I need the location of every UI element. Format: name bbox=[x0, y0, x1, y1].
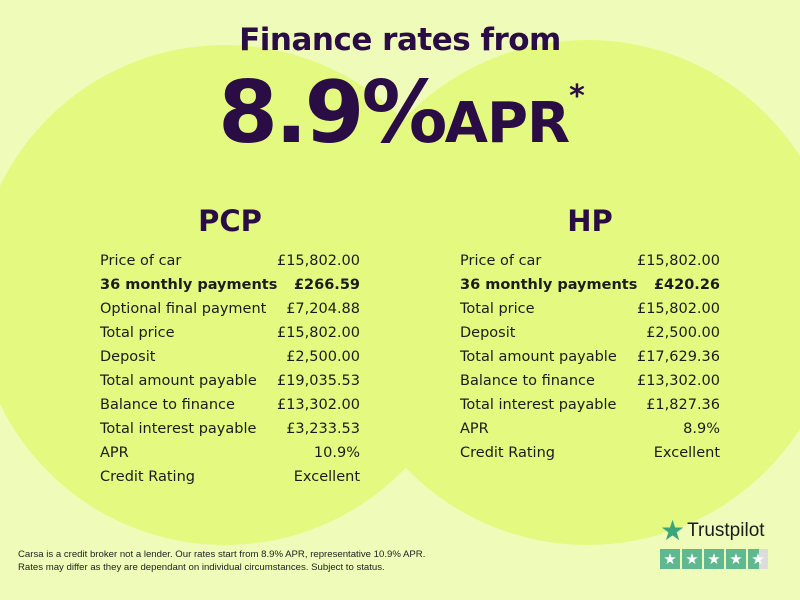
rating-star-icon: ★ bbox=[660, 549, 680, 569]
row-label: Optional final payment bbox=[100, 301, 267, 317]
rating-star-icon: ★ bbox=[682, 549, 702, 569]
rating-star-icon: ★ bbox=[748, 549, 768, 569]
row-value: £15,802.00 bbox=[276, 325, 360, 341]
row-value: £3,233.53 bbox=[286, 421, 360, 437]
hp-row: 36 monthly payments £420.26 bbox=[460, 273, 720, 297]
row-value: £2,500.00 bbox=[286, 349, 360, 365]
row-label: Price of car bbox=[460, 253, 542, 269]
hp-row: Total price £15,802.00 bbox=[460, 297, 720, 321]
hp-title: HP bbox=[567, 204, 613, 238]
hp-row: Price of car £15,802.00 bbox=[460, 249, 720, 273]
row-value: £266.59 bbox=[293, 277, 360, 293]
row-label: Total price bbox=[100, 325, 175, 341]
row-label: 36 monthly payments bbox=[100, 277, 278, 293]
pcp-row: Optional final payment £7,204.88 bbox=[100, 297, 360, 321]
pcp-row: Total price £15,802.00 bbox=[100, 321, 360, 345]
row-value: 10.9% bbox=[313, 445, 360, 461]
trustpilot-name: Trustpilot bbox=[687, 520, 765, 541]
pcp-row: Deposit £2,500.00 bbox=[100, 345, 360, 369]
rating-star-icon: ★ bbox=[726, 549, 746, 569]
row-label: Price of car bbox=[100, 253, 182, 269]
row-label: Balance to finance bbox=[460, 373, 595, 389]
row-value: Excellent bbox=[653, 445, 720, 461]
row-label: Total interest payable bbox=[460, 397, 617, 413]
row-label: Total amount payable bbox=[100, 373, 257, 389]
row-value: 8.9% bbox=[683, 421, 720, 437]
rating-star-icon: ★ bbox=[704, 549, 724, 569]
hp-table: HP Price of car £15,802.00 36 monthly paym… bbox=[460, 204, 720, 465]
hp-row: Balance to finance £13,302.00 bbox=[460, 369, 720, 393]
row-value: £2,500.00 bbox=[646, 325, 720, 341]
apr-label: APR bbox=[444, 91, 571, 156]
row-value: £7,204.88 bbox=[286, 301, 360, 317]
row-value: £17,629.36 bbox=[636, 349, 720, 365]
trustpilot-rating-stars: ★ ★ ★ ★ ★ bbox=[660, 549, 768, 569]
row-value: £15,802.00 bbox=[636, 301, 720, 317]
row-label: Credit Rating bbox=[100, 469, 195, 485]
row-label: APR bbox=[460, 421, 489, 437]
pcp-row: Total interest payable £3,233.53 bbox=[100, 417, 360, 441]
row-label: Deposit bbox=[460, 325, 516, 341]
pcp-rows: Price of car £15,802.00 36 monthly payment… bbox=[100, 249, 360, 489]
pcp-row: APR 10.9% bbox=[100, 441, 360, 465]
row-label: Deposit bbox=[100, 349, 156, 365]
row-value: Excellent bbox=[293, 469, 360, 485]
trustpilot-star-icon: ★ bbox=[660, 515, 686, 546]
row-value: £13,302.00 bbox=[276, 397, 360, 413]
hp-row: Total amount payable £17,629.36 bbox=[460, 345, 720, 369]
pcp-row: Total amount payable £19,035.53 bbox=[100, 369, 360, 393]
row-value: £15,802.00 bbox=[276, 253, 360, 269]
background-circle-right bbox=[335, 40, 800, 545]
row-value: £420.26 bbox=[653, 277, 720, 293]
row-label: APR bbox=[100, 445, 129, 461]
pcp-row: Credit Rating Excellent bbox=[100, 465, 360, 489]
pcp-table: PCP Price of car £15,802.00 36 monthly pay… bbox=[100, 204, 360, 489]
row-label: Credit Rating bbox=[460, 445, 555, 461]
hp-row: APR 8.9% bbox=[460, 417, 720, 441]
headline: Finance rates from bbox=[239, 22, 561, 58]
disclaimer-line-2: Rates may differ as they are dependant o… bbox=[18, 562, 385, 573]
headline-rate: 8.9%APR* bbox=[0, 70, 800, 156]
pcp-row: Balance to finance £13,302.00 bbox=[100, 393, 360, 417]
hp-row: Credit Rating Excellent bbox=[460, 441, 720, 465]
pcp-row: 36 monthly payments £266.59 bbox=[100, 273, 360, 297]
disclaimer: Carsa is a credit broker not a lender. O… bbox=[18, 548, 425, 574]
row-value: £19,035.53 bbox=[276, 373, 360, 389]
row-label: Total price bbox=[460, 301, 535, 317]
trustpilot-badge: ★ Trustpilot ★ ★ ★ ★ ★ bbox=[660, 515, 768, 569]
row-label: Total amount payable bbox=[460, 349, 617, 365]
row-value: £15,802.00 bbox=[636, 253, 720, 269]
asterisk: * bbox=[569, 79, 585, 114]
row-label: Total interest payable bbox=[100, 421, 257, 437]
row-label: 36 monthly payments bbox=[460, 277, 638, 293]
hp-rows: Price of car £15,802.00 36 monthly payment… bbox=[460, 249, 720, 465]
row-value: £1,827.36 bbox=[646, 397, 720, 413]
row-label: Balance to finance bbox=[100, 397, 235, 413]
hp-row: Deposit £2,500.00 bbox=[460, 321, 720, 345]
disclaimer-line-1: Carsa is a credit broker not a lender. O… bbox=[18, 549, 426, 560]
pcp-title: PCP bbox=[198, 204, 262, 238]
row-value: £13,302.00 bbox=[636, 373, 720, 389]
rate-value: 8.9% bbox=[218, 63, 448, 163]
pcp-row: Price of car £15,802.00 bbox=[100, 249, 360, 273]
hp-row: Total interest payable £1,827.36 bbox=[460, 393, 720, 417]
